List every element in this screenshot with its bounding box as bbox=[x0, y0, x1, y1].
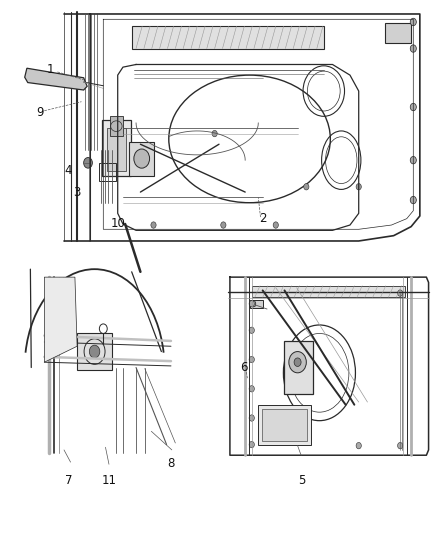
Circle shape bbox=[134, 149, 150, 168]
Bar bbox=[132, 26, 324, 49]
Circle shape bbox=[34, 72, 39, 79]
Text: 9: 9 bbox=[36, 106, 44, 119]
Bar bbox=[385, 23, 411, 43]
Text: 7: 7 bbox=[65, 474, 72, 487]
Circle shape bbox=[294, 358, 301, 367]
Bar bbox=[262, 409, 307, 441]
Circle shape bbox=[249, 327, 254, 334]
Circle shape bbox=[356, 183, 361, 190]
Circle shape bbox=[410, 103, 417, 111]
Circle shape bbox=[249, 301, 254, 307]
Bar bbox=[258, 405, 311, 445]
Bar bbox=[251, 300, 263, 308]
Circle shape bbox=[212, 131, 217, 137]
Text: 8: 8 bbox=[167, 457, 175, 470]
Circle shape bbox=[249, 415, 254, 421]
Circle shape bbox=[410, 157, 417, 164]
Circle shape bbox=[304, 183, 309, 190]
Circle shape bbox=[249, 441, 254, 448]
Polygon shape bbox=[25, 68, 87, 90]
Polygon shape bbox=[44, 277, 77, 362]
Circle shape bbox=[410, 18, 417, 26]
Circle shape bbox=[356, 442, 361, 449]
Text: 5: 5 bbox=[298, 474, 306, 487]
Circle shape bbox=[398, 442, 403, 449]
Bar bbox=[107, 128, 127, 171]
Circle shape bbox=[221, 222, 226, 228]
Circle shape bbox=[410, 45, 417, 52]
Text: 1: 1 bbox=[47, 63, 55, 76]
Text: 11: 11 bbox=[102, 474, 117, 487]
Circle shape bbox=[89, 345, 100, 358]
Circle shape bbox=[151, 222, 156, 228]
Bar bbox=[99, 163, 117, 181]
Bar bbox=[285, 341, 313, 394]
Text: 10: 10 bbox=[111, 217, 126, 230]
Circle shape bbox=[249, 357, 254, 363]
Circle shape bbox=[273, 222, 279, 228]
Circle shape bbox=[84, 158, 92, 168]
Circle shape bbox=[398, 290, 403, 296]
Bar bbox=[77, 333, 112, 370]
Circle shape bbox=[249, 385, 254, 392]
Circle shape bbox=[410, 196, 417, 204]
Text: 6: 6 bbox=[240, 361, 248, 374]
Bar bbox=[252, 286, 405, 297]
Bar bbox=[110, 116, 123, 136]
Circle shape bbox=[289, 352, 306, 373]
Text: 2: 2 bbox=[259, 212, 266, 225]
Bar bbox=[130, 142, 153, 176]
Text: 3: 3 bbox=[74, 185, 81, 199]
Text: 4: 4 bbox=[65, 164, 72, 177]
Bar bbox=[102, 120, 131, 176]
